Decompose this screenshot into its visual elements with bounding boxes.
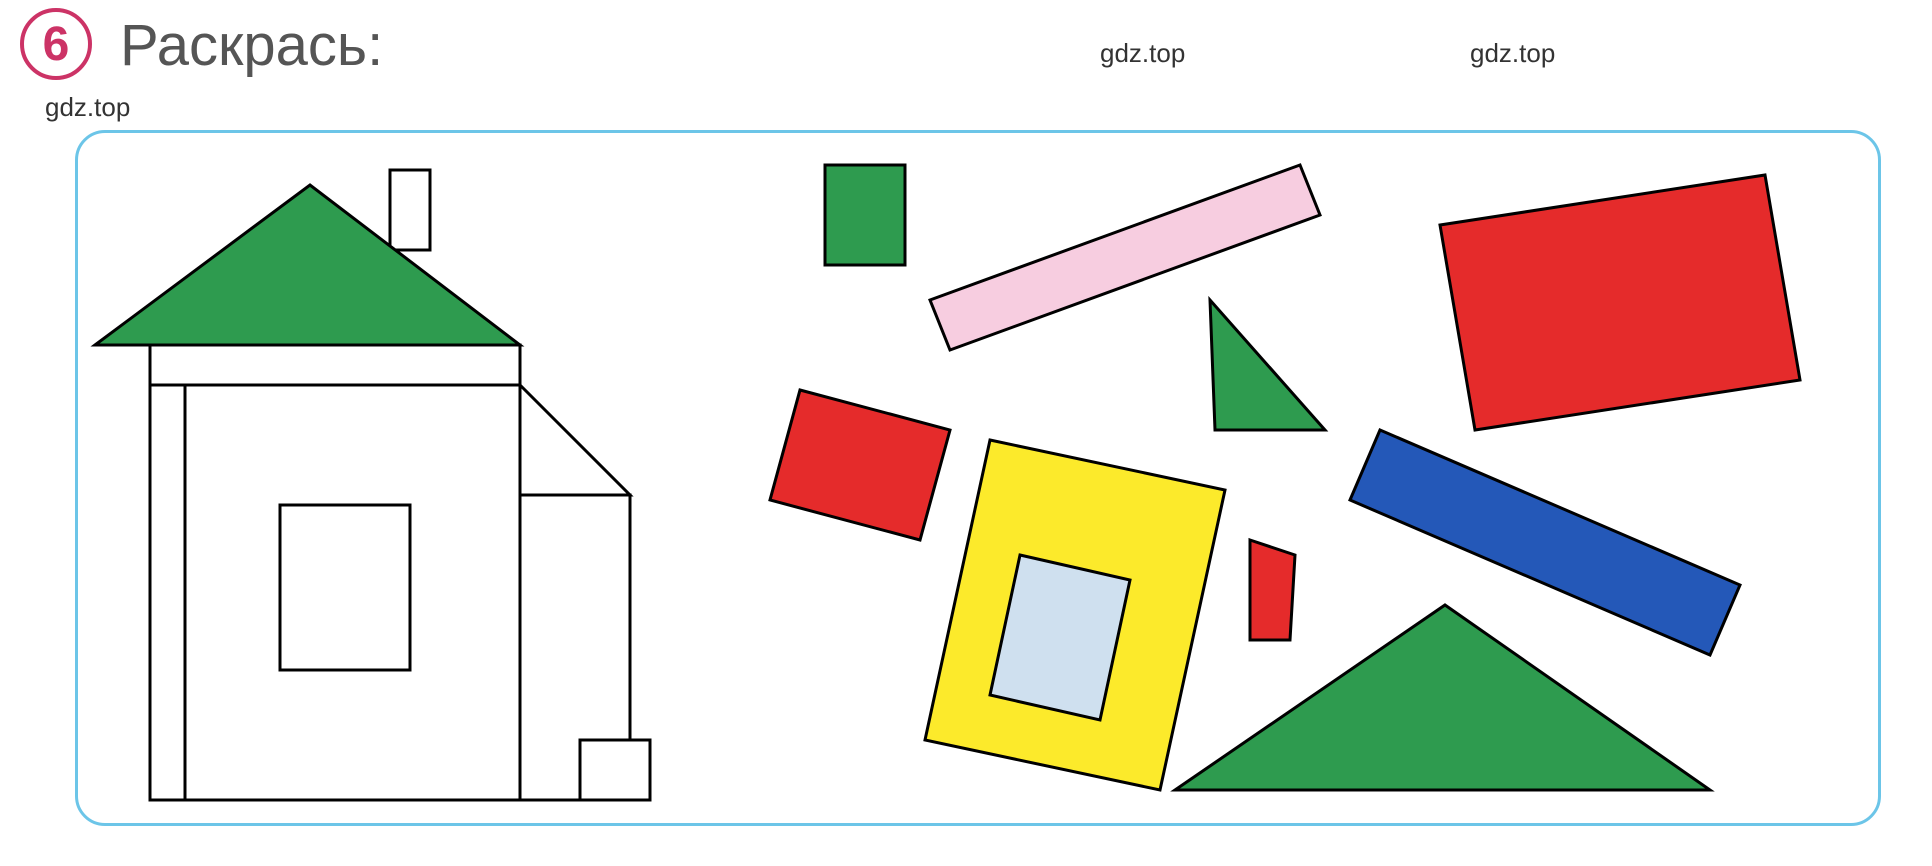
shape-red-large-rect	[1440, 175, 1800, 430]
house-left-strip	[150, 385, 185, 800]
house-step	[580, 740, 650, 800]
shape-tiny-red-quad	[1250, 540, 1295, 640]
shape-green-small-square	[825, 165, 905, 265]
shape-pink-bar	[930, 165, 1320, 350]
house-side-roof	[520, 385, 630, 495]
shape-small-green-triangle	[1210, 300, 1325, 430]
house-roof	[95, 185, 520, 345]
house-chimney	[390, 170, 430, 250]
house-window	[280, 505, 410, 670]
shape-blue-bar	[1350, 430, 1740, 655]
shape-red-small-rect	[770, 390, 950, 540]
house-top-strip	[150, 345, 520, 385]
shapes-canvas	[0, 0, 1932, 866]
